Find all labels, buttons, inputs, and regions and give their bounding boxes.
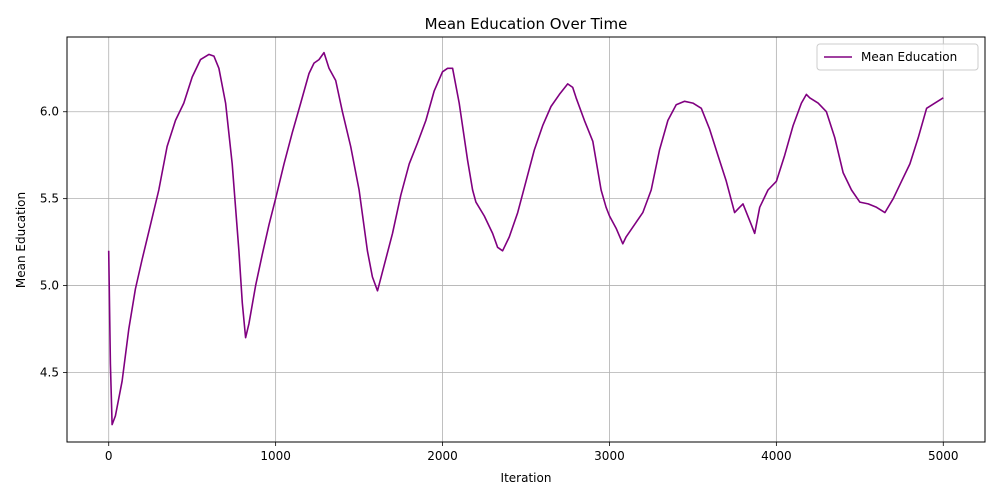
x-tick-label: 3000 [594,449,625,463]
y-tick-label: 6.0 [40,105,59,119]
plot-frame [66,36,986,443]
grid [67,37,985,442]
x-axis-ticks: 0 1000 2000 3000 4000 5000 [105,442,959,463]
x-axis-label: Iteration [501,471,552,485]
x-tick-label: 1000 [260,449,291,463]
y-tick-label: 4.5 [40,365,59,379]
x-tick-label: 2000 [427,449,458,463]
y-tick-label: 5.0 [40,279,59,293]
series-line-mean-education [107,51,944,426]
x-tick-label: 0 [105,449,113,463]
legend: Mean Education [816,43,979,71]
chart-title: Mean Education Over Time [425,15,628,33]
x-tick-label: 4000 [761,449,792,463]
y-axis-ticks: 4.5 5.0 5.5 6.0 [40,105,67,379]
plot-area [107,51,944,426]
y-tick-label: 5.5 [40,192,59,206]
y-axis-label: Mean Education [14,192,28,288]
x-tick-label: 5000 [928,449,959,463]
legend-label: Mean Education [861,50,957,64]
legend-box [816,43,979,71]
